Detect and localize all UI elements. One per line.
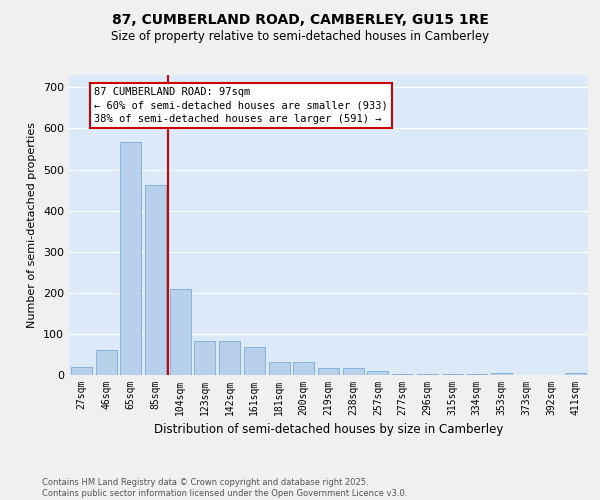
- Bar: [219, 341, 240, 375]
- Bar: [417, 374, 438, 375]
- Bar: [367, 371, 388, 375]
- Bar: [392, 374, 413, 375]
- Bar: [293, 362, 314, 375]
- Bar: [244, 347, 265, 375]
- Bar: [318, 368, 339, 375]
- Bar: [145, 185, 166, 375]
- Bar: [120, 142, 141, 375]
- Bar: [71, 367, 92, 375]
- Bar: [491, 373, 512, 375]
- Bar: [565, 373, 586, 375]
- Bar: [95, 350, 116, 375]
- Bar: [194, 341, 215, 375]
- Bar: [170, 288, 191, 375]
- Text: 87 CUMBERLAND ROAD: 97sqm
← 60% of semi-detached houses are smaller (933)
38% of: 87 CUMBERLAND ROAD: 97sqm ← 60% of semi-…: [94, 88, 388, 124]
- Bar: [269, 362, 290, 375]
- X-axis label: Distribution of semi-detached houses by size in Camberley: Distribution of semi-detached houses by …: [154, 424, 503, 436]
- Text: Contains HM Land Registry data © Crown copyright and database right 2025.
Contai: Contains HM Land Registry data © Crown c…: [42, 478, 407, 498]
- Text: 87, CUMBERLAND ROAD, CAMBERLEY, GU15 1RE: 87, CUMBERLAND ROAD, CAMBERLEY, GU15 1RE: [112, 12, 488, 26]
- Bar: [466, 374, 487, 375]
- Bar: [442, 374, 463, 375]
- Y-axis label: Number of semi-detached properties: Number of semi-detached properties: [28, 122, 37, 328]
- Text: Size of property relative to semi-detached houses in Camberley: Size of property relative to semi-detach…: [111, 30, 489, 43]
- Bar: [343, 368, 364, 375]
